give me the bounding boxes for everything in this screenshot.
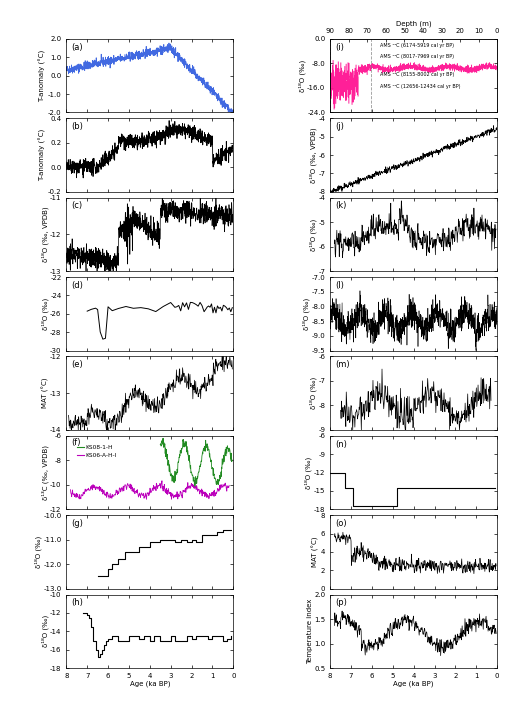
Y-axis label: T-anomaly (°C): T-anomaly (°C) [39,129,46,181]
Text: (a): (a) [71,42,83,52]
Text: (j): (j) [334,122,344,131]
Y-axis label: δ¹⁸O (‰): δ¹⁸O (‰) [309,377,317,409]
KS06-A-H-I [159,477,165,485]
Text: (c): (c) [71,201,82,211]
KS06-A-H-I [67,486,73,494]
Y-axis label: δ¹⁸O (‰): δ¹⁸O (‰) [41,615,48,648]
Y-axis label: δ¹⁸O (‰): δ¹⁸O (‰) [304,457,312,489]
KS08-1-H [229,456,235,464]
Y-axis label: δ¹⁸O (‰): δ¹⁸O (‰) [34,536,42,568]
Y-axis label: δ¹⁸O (‰, VPDB): δ¹⁸O (‰, VPDB) [309,127,317,183]
KS08-1-H [207,455,213,464]
KS08-1-H [199,448,205,456]
Legend: KS08-1-H, KS06-A-H-I: KS08-1-H, KS06-A-H-I [74,443,119,460]
Y-axis label: δ¹⁸O (‰): δ¹⁸O (‰) [41,298,48,330]
KS08-1-H [160,434,166,443]
Text: (b): (b) [71,122,83,131]
KS06-A-H-I [130,488,136,496]
X-axis label: Age (ka BP): Age (ka BP) [393,680,433,687]
KS08-1-H [187,464,193,473]
Text: (o): (o) [334,519,346,528]
Text: AMS ¹⁴C (6174-5919 cal yr BP): AMS ¹⁴C (6174-5919 cal yr BP) [380,42,454,47]
Text: (e): (e) [71,360,83,369]
KS06-A-H-I [183,483,189,491]
X-axis label: Depth (m): Depth (m) [395,21,431,27]
Y-axis label: MAT (°C): MAT (°C) [312,537,319,567]
KS08-1-H [169,472,175,480]
KS08-1-H [157,440,163,449]
KS06-A-H-I [87,486,93,494]
KS06-A-H-I [167,489,174,497]
Text: (k): (k) [334,201,346,211]
Y-axis label: δ¹⁸O (‰): δ¹⁸O (‰) [309,218,317,250]
Y-axis label: δ¹⁸O (‰): δ¹⁸O (‰) [302,298,309,330]
KS06-A-H-I [225,481,232,490]
Y-axis label: δ¹³C (‰, VPDB): δ¹³C (‰, VPDB) [41,445,48,500]
Text: (n): (n) [334,440,347,448]
Text: (f): (f) [71,438,80,447]
Text: (p): (p) [334,598,347,607]
Text: (d): (d) [71,281,83,290]
Text: AMS ¹⁴C (12656-12434 cal yr BP): AMS ¹⁴C (12656-12434 cal yr BP) [380,84,460,90]
Line: KS06-A-H-I: KS06-A-H-I [70,481,229,499]
KS08-1-H [186,457,192,466]
KS08-1-H [227,446,233,455]
KS06-A-H-I [143,495,149,503]
Text: AMS ¹⁴C (8017-7969 cal yr BP): AMS ¹⁴C (8017-7969 cal yr BP) [380,54,454,59]
Text: (h): (h) [71,598,83,607]
KS06-A-H-I [119,487,125,496]
X-axis label: Age (ka BP): Age (ka BP) [129,680,169,687]
Y-axis label: Temperature index: Temperature index [306,599,312,664]
Text: AMS ¹⁴C (8155-8002 cal yr BP): AMS ¹⁴C (8155-8002 cal yr BP) [380,72,454,77]
Y-axis label: MAT (°C): MAT (°C) [41,378,48,409]
Y-axis label: δ¹⁸O (‰, VPDB): δ¹⁸O (‰, VPDB) [41,206,48,262]
KS08-1-H [191,482,197,491]
Line: KS08-1-H: KS08-1-H [160,438,232,486]
KS06-A-H-I [182,488,188,496]
Text: (g): (g) [71,519,83,528]
Text: (m): (m) [334,360,349,369]
Y-axis label: T-anomaly (°C): T-anomaly (°C) [39,49,46,102]
Text: (i): (i) [334,42,344,52]
Y-axis label: δ¹⁸O (‰): δ¹⁸O (‰) [298,59,305,92]
Text: (l): (l) [334,281,344,290]
